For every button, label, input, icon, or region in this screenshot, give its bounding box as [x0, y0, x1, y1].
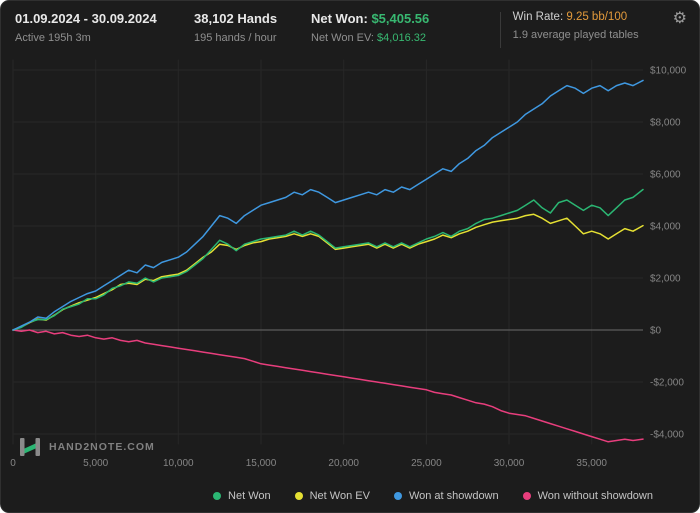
legend-dot-icon	[522, 492, 531, 500]
y-axis-tick-label: $10,000	[650, 66, 687, 77]
gear-icon[interactable]: ⚙	[672, 10, 687, 27]
x-axis-tick-label: 25,000	[411, 458, 442, 469]
win-rate-value: 9.25 bb/100	[566, 11, 628, 23]
legend-dot-icon	[294, 492, 303, 500]
header-divider	[499, 12, 501, 48]
legend-label: Net Won EV	[309, 490, 370, 502]
legend-dot-icon	[213, 492, 222, 500]
hand2note-logo: HAND2NOTE.COM	[19, 436, 155, 458]
net-won-label: Net Won:	[311, 11, 368, 26]
y-axis-tick-label: -$2,000	[650, 378, 684, 389]
net-won-value: $5,405.56	[371, 11, 430, 26]
legend-dot-icon	[393, 492, 402, 500]
x-axis-tick-label: 0	[10, 458, 16, 469]
series-net-won	[12, 188, 644, 331]
x-axis-tick-label: 5,000	[83, 458, 108, 469]
chart-legend: Net Won Net Won EV Won at showdown Won with…	[1, 480, 699, 512]
date-range: 01.09.2024 - 30.09.2024	[15, 11, 157, 26]
logo-text: HAND2NOTE.COM	[49, 441, 155, 453]
hand2note-logo-icon	[20, 438, 40, 456]
legend-label: Won without showdown	[537, 490, 653, 502]
legend-item-won-at-showdown[interactable]: Won at showdown	[393, 490, 499, 502]
avg-tables: 1.9 average played tables	[512, 29, 639, 41]
legend-item-net-won-ev[interactable]: Net Won EV	[294, 490, 370, 502]
y-axis-tick-label: $6,000	[650, 170, 681, 181]
hands-count: 38,102 Hands	[194, 11, 278, 26]
date-block: 01.09.2024 - 30.09.2024 Active 195h 3m	[15, 11, 194, 44]
active-time: Active 195h 3m	[15, 32, 91, 44]
hands-per-hour: 195 hands / hour	[194, 32, 277, 44]
chart-area: $10,000 $8,000 $6,000 $4,000 $2,000 $0 -$2,000…	[1, 58, 699, 480]
x-axis-tick-label: 35,000	[576, 458, 607, 469]
y-axis-tick-label: -$4,000	[650, 430, 684, 441]
header: 01.09.2024 - 30.09.2024 Active 195h 3m 3…	[1, 1, 699, 58]
legend-label: Won at showdown	[408, 490, 499, 502]
net-won-ev-value: $4,016.32	[377, 32, 426, 44]
winnings-graph[interactable]: $10,000 $8,000 $6,000 $4,000 $2,000 $0 -$2,000…	[1, 58, 700, 480]
legend-label: Net Won	[228, 490, 271, 502]
net-won-block: Net Won: $5,405.56 Net Won EV: $4,016.32	[311, 11, 483, 44]
x-axis-tick-label: 30,000	[494, 458, 525, 469]
y-axis-tick-label: $0	[650, 326, 662, 337]
hands-block: 38,102 Hands 195 hands / hour	[194, 11, 311, 44]
x-axis-tick-label: 20,000	[328, 458, 359, 469]
x-axis-tick-label: 15,000	[246, 458, 277, 469]
win-rate-block: Win Rate: 9.25 bb/100 1.9 average played…	[501, 11, 671, 41]
series-net-won-ev	[12, 213, 644, 331]
legend-item-won-without-showdown[interactable]: Won without showdown	[522, 490, 653, 502]
series-won-at-showdown	[12, 79, 644, 331]
y-axis-tick-label: $2,000	[650, 274, 681, 285]
legend-item-net-won[interactable]: Net Won	[213, 490, 271, 502]
win-rate-label: Win Rate:	[512, 11, 564, 23]
series-won-without-showdown	[12, 329, 644, 443]
net-won-ev-label: Net Won EV:	[311, 32, 374, 44]
y-axis-tick-label: $4,000	[650, 222, 681, 233]
y-axis-tick-label: $8,000	[650, 118, 681, 129]
x-axis-tick-label: 10,000	[163, 458, 194, 469]
